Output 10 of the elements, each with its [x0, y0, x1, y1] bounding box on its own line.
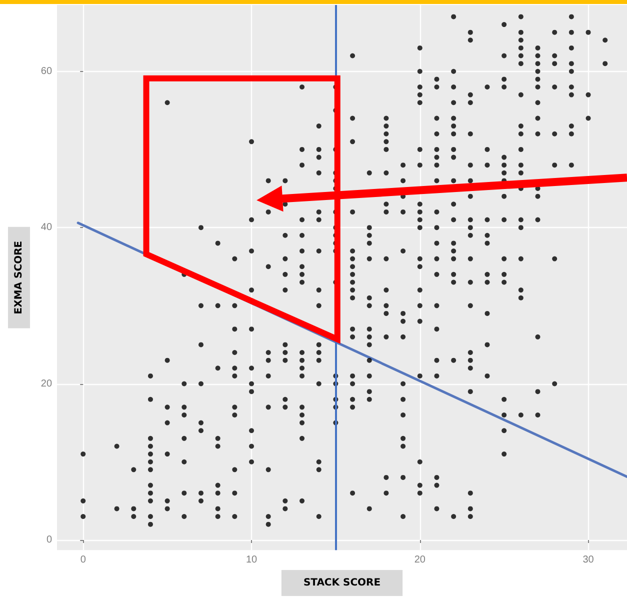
y-tick-label: 60 — [40, 66, 52, 77]
x-tick-label: 30 — [582, 554, 594, 566]
y-axis-title: EXMA SCORE — [14, 240, 24, 314]
x-tick-label: 20 — [414, 554, 426, 566]
y-tick-label: 20 — [40, 378, 52, 390]
x-axis-title: STACK SCORE — [303, 578, 381, 588]
y-tick-label: 0 — [46, 534, 52, 546]
y-tick-label: 40 — [40, 222, 52, 234]
x-tick-label: 0 — [80, 554, 86, 566]
x-tick-label: 10 — [246, 554, 258, 566]
